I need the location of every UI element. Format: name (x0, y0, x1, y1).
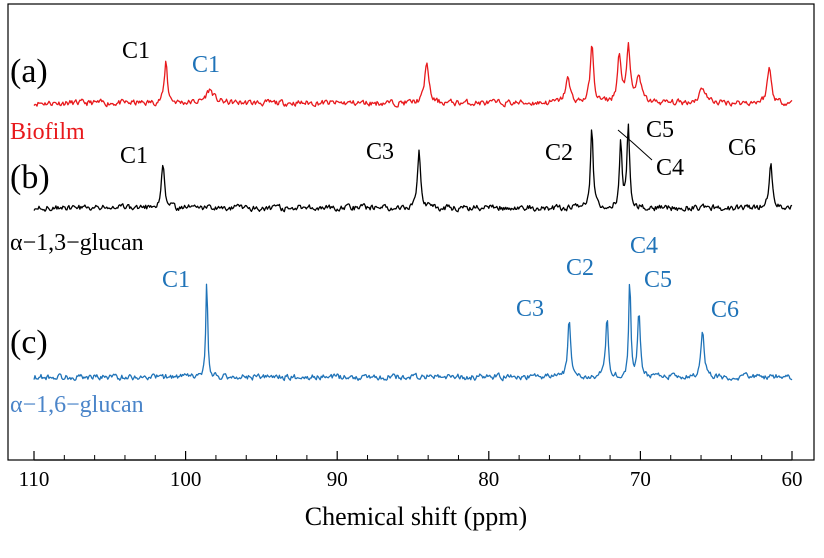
x-tick-label-90: 90 (327, 467, 348, 491)
peak-label-b-4: C4 (656, 155, 684, 181)
series-line-c (33, 283, 793, 382)
annotation-group: (a) Biofilm (b) α−1,3−glucan (c) α−1,6−glucan… (10, 38, 756, 418)
leader-line-c4 (617, 129, 653, 161)
x-axis: 110 100 90 80 70 60 (19, 451, 803, 491)
peak-label-b-3: C5 (646, 117, 674, 143)
x-tick-label-100: 100 (170, 467, 202, 491)
series-name-b: α−1,3−glucan (10, 230, 144, 256)
peak-label-c-3: C4 (630, 233, 658, 259)
series-tag-b: (b) (10, 159, 50, 196)
series-tag-a: (a) (10, 53, 48, 90)
series-line-a (33, 41, 793, 108)
x-tick-label-80: 80 (478, 467, 499, 491)
spectra-group (33, 41, 793, 382)
series-tag-c: (c) (10, 324, 48, 361)
x-tick-label-110: 110 (19, 467, 50, 491)
peak-label-b-0: C1 (120, 143, 148, 169)
x-tick-label-70: 70 (630, 467, 651, 491)
series-name-a: Biofilm (10, 119, 85, 145)
peak-label-c-2: C2 (566, 255, 594, 281)
x-tick-label-60: 60 (782, 467, 803, 491)
series-line-b (33, 123, 793, 213)
peak-label-c-1: C3 (516, 296, 544, 322)
peak-label-b-2: C2 (545, 140, 573, 166)
peak-label-b-1: C3 (366, 139, 394, 165)
peak-label-b-5: C6 (728, 135, 756, 161)
peak-label-c-5: C6 (711, 297, 739, 323)
peak-label-a-1: C1 (192, 52, 220, 78)
peak-label-c-4: C5 (644, 267, 672, 293)
peak-label-c-0: C1 (162, 267, 190, 293)
x-axis-title: Chemical shift (ppm) (305, 502, 527, 531)
series-name-c: α−1,6−glucan (10, 392, 144, 418)
peak-label-a-0: C1 (122, 38, 150, 64)
